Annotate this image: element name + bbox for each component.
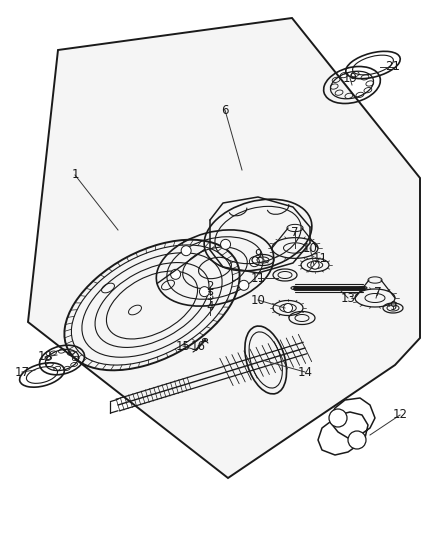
Polygon shape — [28, 18, 420, 478]
Text: 21: 21 — [385, 61, 400, 74]
Text: 1: 1 — [71, 168, 79, 182]
Text: 14: 14 — [297, 366, 312, 378]
Circle shape — [329, 409, 347, 427]
Circle shape — [249, 257, 259, 266]
Text: 12: 12 — [392, 408, 407, 422]
Circle shape — [199, 287, 209, 297]
Text: 19: 19 — [343, 71, 357, 85]
Text: 17: 17 — [14, 366, 29, 378]
Text: 10: 10 — [251, 294, 265, 306]
Text: 15: 15 — [176, 340, 191, 352]
Circle shape — [181, 246, 191, 256]
Text: 2: 2 — [206, 280, 214, 294]
Text: 6: 6 — [221, 103, 229, 117]
Circle shape — [283, 303, 293, 312]
Text: 18: 18 — [38, 351, 53, 364]
Circle shape — [239, 280, 249, 290]
Text: 7: 7 — [374, 286, 382, 298]
Circle shape — [170, 269, 180, 279]
Circle shape — [348, 431, 366, 449]
Text: 10: 10 — [303, 241, 318, 254]
Text: 11: 11 — [312, 252, 328, 264]
Text: 9: 9 — [254, 248, 262, 262]
Text: 4: 4 — [206, 301, 214, 313]
Text: 11: 11 — [251, 271, 265, 285]
Text: 7: 7 — [291, 225, 299, 238]
Text: 16: 16 — [191, 340, 205, 352]
Text: 13: 13 — [341, 292, 356, 304]
Circle shape — [221, 239, 230, 249]
Circle shape — [311, 261, 319, 269]
Text: 3: 3 — [206, 290, 214, 303]
Text: 9: 9 — [389, 300, 397, 312]
